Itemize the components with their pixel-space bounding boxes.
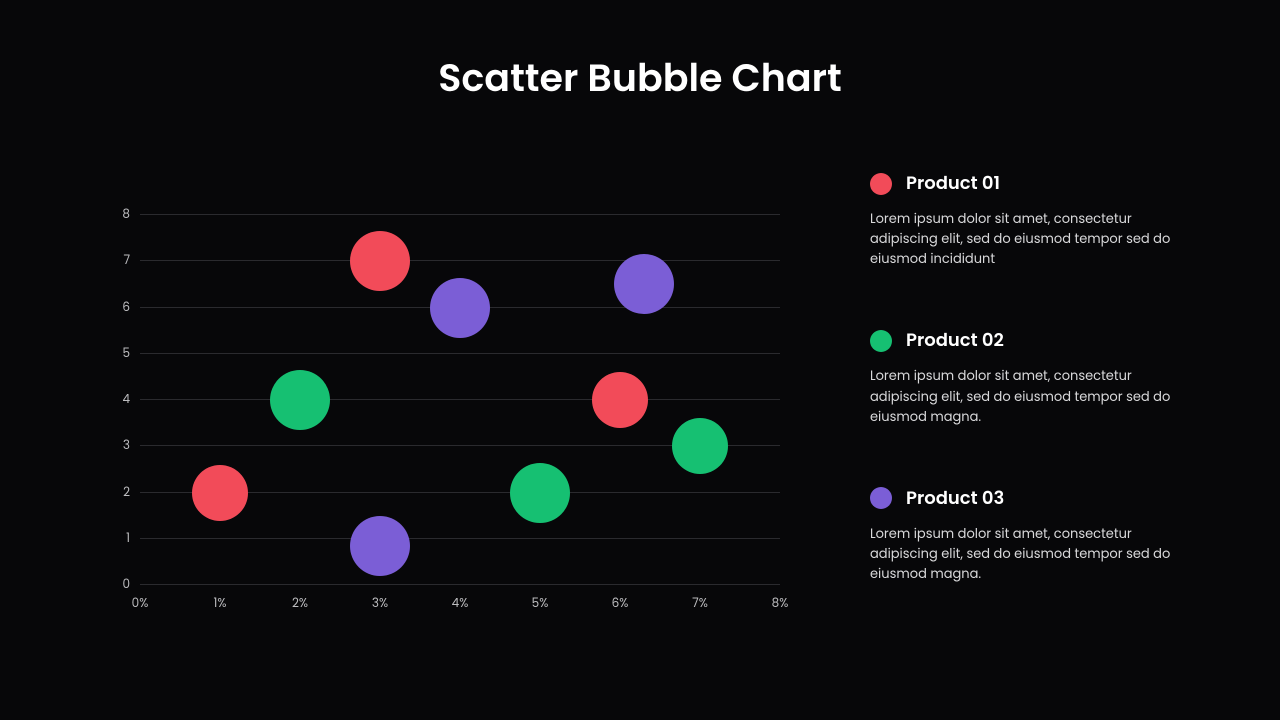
legend-head: Product 01 xyxy=(870,170,1200,197)
bubble xyxy=(672,418,728,474)
legend-swatch xyxy=(870,330,892,352)
bubble xyxy=(350,516,410,576)
x-tick-label: 6% xyxy=(612,585,629,613)
legend-head: Product 03 xyxy=(870,485,1200,512)
legend-swatch xyxy=(870,173,892,195)
scatter-bubble-chart: 0123456780%1%2%3%4%5%6%7%8% xyxy=(140,215,780,585)
x-tick-label: 7% xyxy=(692,585,708,613)
plot-area: 0123456780%1%2%3%4%5%6%7%8% xyxy=(140,215,780,585)
legend-description: Lorem ipsum dolor sit amet, consectetur … xyxy=(870,366,1200,426)
legend-head: Product 02 xyxy=(870,327,1200,354)
bubble xyxy=(350,231,410,291)
y-tick-label: 1 xyxy=(126,530,140,548)
legend-item: Product 01 Lorem ipsum dolor sit amet, co… xyxy=(870,170,1200,269)
x-tick-label: 3% xyxy=(372,585,388,613)
gridline xyxy=(140,260,780,261)
gridline xyxy=(140,353,780,354)
bubble xyxy=(592,372,648,428)
x-tick-label: 0% xyxy=(132,585,149,613)
legend-item: Product 02 Lorem ipsum dolor sit amet, co… xyxy=(870,327,1200,426)
x-tick-label: 2% xyxy=(292,585,308,613)
x-tick-label: 8% xyxy=(772,585,789,613)
legend-title: Product 03 xyxy=(906,485,1004,512)
bubble xyxy=(510,463,570,523)
legend-description: Lorem ipsum dolor sit amet, consectetur … xyxy=(870,524,1200,584)
gridline xyxy=(140,214,780,215)
bubble xyxy=(430,278,490,338)
legend-description: Lorem ipsum dolor sit amet, consectetur … xyxy=(870,209,1200,269)
x-tick-label: 4% xyxy=(452,585,469,613)
gridline xyxy=(140,538,780,539)
y-tick-label: 4 xyxy=(122,391,140,409)
legend: Product 01 Lorem ipsum dolor sit amet, co… xyxy=(870,170,1200,642)
y-tick-label: 2 xyxy=(123,484,140,502)
y-tick-label: 5 xyxy=(122,345,140,363)
x-tick-label: 5% xyxy=(532,585,549,613)
x-tick-label: 1% xyxy=(214,585,227,613)
legend-title: Product 02 xyxy=(906,327,1004,354)
legend-item: Product 03 Lorem ipsum dolor sit amet, co… xyxy=(870,485,1200,584)
gridline xyxy=(140,399,780,400)
y-tick-label: 7 xyxy=(123,252,140,270)
bubble xyxy=(614,254,674,314)
legend-swatch xyxy=(870,487,892,509)
bubble xyxy=(270,370,330,430)
y-tick-label: 6 xyxy=(122,299,140,317)
legend-title: Product 01 xyxy=(906,170,1000,197)
y-tick-label: 3 xyxy=(123,437,140,455)
y-tick-label: 8 xyxy=(122,206,140,224)
chart-title: Scatter Bubble Chart xyxy=(0,50,1280,107)
bubble xyxy=(192,465,248,521)
